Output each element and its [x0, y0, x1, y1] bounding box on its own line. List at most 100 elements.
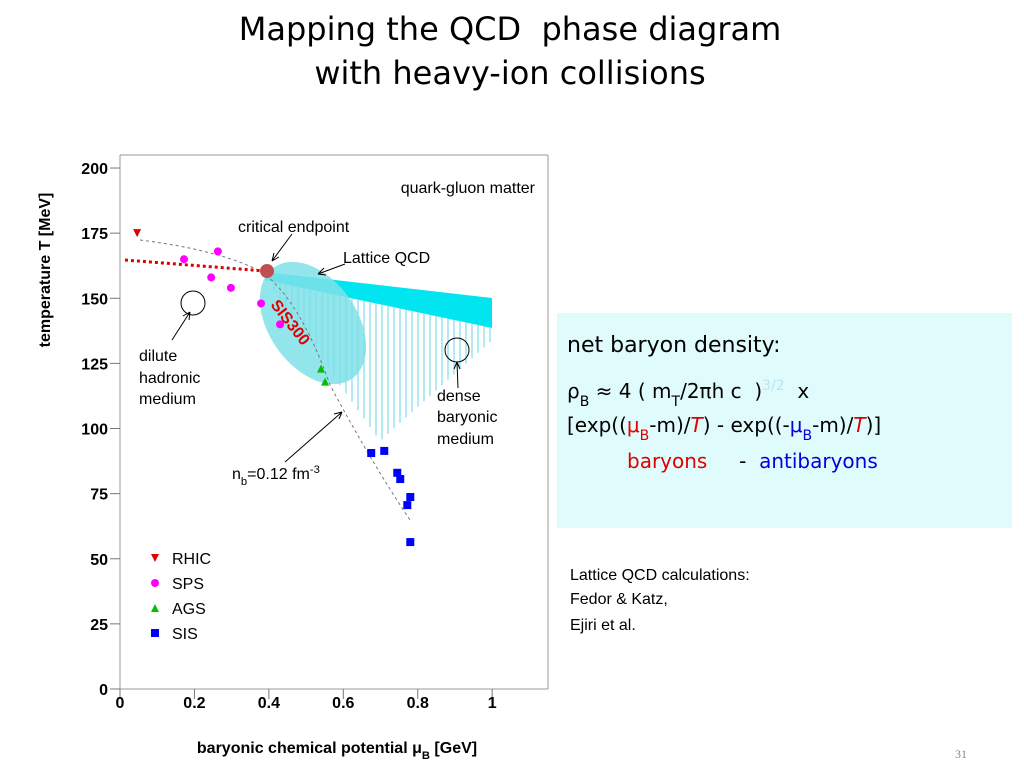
text-segment: T [853, 413, 867, 437]
text-segment: [GeV] [430, 740, 477, 757]
formula-box [557, 313, 1012, 528]
text-segment: T [691, 413, 705, 437]
text-segment: [exp(( [567, 413, 627, 437]
legend-marker [151, 579, 159, 587]
circle [444, 337, 470, 363]
marker [406, 493, 415, 502]
x-tick-label: 0.2 [183, 695, 205, 712]
text-segment: x [785, 379, 810, 403]
marker [133, 229, 142, 238]
legend-marker [151, 629, 159, 637]
note: Fedor & Katz, [570, 591, 668, 608]
y-tick-label: 25 [90, 617, 108, 634]
box-heading: net baryon density: [567, 333, 780, 358]
text-segment: baryonic chemical potential μ [197, 740, 422, 757]
marker [207, 273, 216, 282]
y-axis-label: temperature T [MeV] [37, 193, 54, 348]
annotation: baryonic [437, 409, 497, 426]
x-tick-label: 0.6 [332, 695, 354, 712]
critical-point [260, 264, 274, 278]
legend-marker [151, 604, 159, 612]
y-tick-label: 125 [81, 356, 108, 373]
marker [406, 538, 415, 547]
slide-title: with heavy-ion collisions [314, 54, 705, 92]
formula-line: [exp((μB-m)/T) - exp((-μB-m)/T)] [567, 413, 881, 444]
text-segment: baryons [627, 449, 707, 473]
text-segment: c ) [724, 379, 762, 403]
marker [316, 364, 325, 373]
annotation: nb=0.12 fm-3 [232, 464, 320, 488]
marker [367, 448, 376, 457]
x-tick-label: 0 [116, 695, 125, 712]
text-segment: B [803, 428, 813, 444]
y-tick-label: 150 [81, 291, 108, 308]
text-segment: B [580, 394, 590, 410]
annotation: medium [437, 431, 494, 448]
text-segment: =0.12 fm [247, 466, 310, 483]
note: Ejiri et al. [570, 617, 636, 634]
text-segment: )] [866, 413, 882, 437]
legend-label: RHIC [172, 551, 211, 568]
slide-title: Mapping the QCD phase diagram [239, 10, 782, 48]
text-segment: B [640, 428, 650, 444]
text-segment: μ [627, 413, 640, 437]
formula-line: ρB ≈ 4 ( mT/2πh c )3/2 x [567, 378, 809, 410]
y-tick-label: 100 [81, 422, 108, 439]
formula-line: baryons - antibaryons [627, 449, 878, 473]
text-segment: μ [790, 413, 803, 437]
text-segment: net baryon density: [567, 333, 780, 358]
text-segment: b [241, 476, 247, 488]
x-tick-label: 0.4 [258, 695, 280, 712]
annotation: Lattice QCD [343, 250, 430, 267]
legend-label: SPS [172, 576, 204, 593]
text-segment: - [707, 449, 759, 473]
annotation: medium [139, 391, 196, 408]
y-tick-label: 0 [99, 682, 108, 699]
annotation: critical endpoint [238, 219, 350, 236]
text-segment: -3 [310, 464, 320, 476]
legend-marker [151, 554, 159, 562]
x-tick-label: 0.8 [407, 695, 429, 712]
annotation: dilute [139, 348, 177, 365]
annotation: dense [437, 388, 481, 405]
text-segment: 3/2 [762, 378, 785, 394]
theory-curves [124, 233, 492, 521]
page-number: 31 [955, 747, 967, 761]
y-tick-label: 175 [81, 226, 108, 243]
annotation: hadronic [139, 370, 200, 387]
text-segment: -m)/ [812, 413, 854, 437]
marker [180, 255, 189, 264]
text-segment: ) - exp((- [703, 413, 790, 437]
text-segment: ≈ 4 ( m [589, 379, 671, 403]
marker [393, 468, 402, 477]
marker [321, 377, 330, 386]
marker [213, 247, 222, 256]
text-segment: /2πh [680, 379, 724, 403]
y-tick-label: 75 [90, 487, 108, 504]
sis300-region [259, 261, 367, 385]
x-axis-label: baryonic chemical potential μB [GeV] [197, 740, 477, 762]
legend-label: AGS [172, 601, 206, 618]
text-segment: n [232, 466, 241, 483]
marker [380, 446, 389, 455]
crossover-line [124, 258, 266, 273]
y-tick-label: 200 [81, 161, 108, 178]
circle [180, 290, 206, 316]
text-segment: ρ [567, 379, 580, 403]
arrows [171, 233, 461, 463]
annotation: quark-gluon matter [401, 180, 536, 197]
marker [226, 283, 235, 292]
legend-label: SIS [172, 626, 198, 643]
marker [403, 501, 412, 510]
marker [276, 320, 285, 329]
y-tick-label: 50 [90, 552, 108, 569]
text-segment: T [671, 394, 681, 410]
marker [396, 475, 405, 484]
x-tick-label: 1 [488, 695, 497, 712]
text-segment: -m)/ [649, 413, 691, 437]
marker [257, 299, 266, 308]
text-segment: antibaryons [759, 449, 878, 473]
freeze-out-curve [139, 239, 411, 521]
note: Lattice QCD calculations: [570, 567, 750, 584]
